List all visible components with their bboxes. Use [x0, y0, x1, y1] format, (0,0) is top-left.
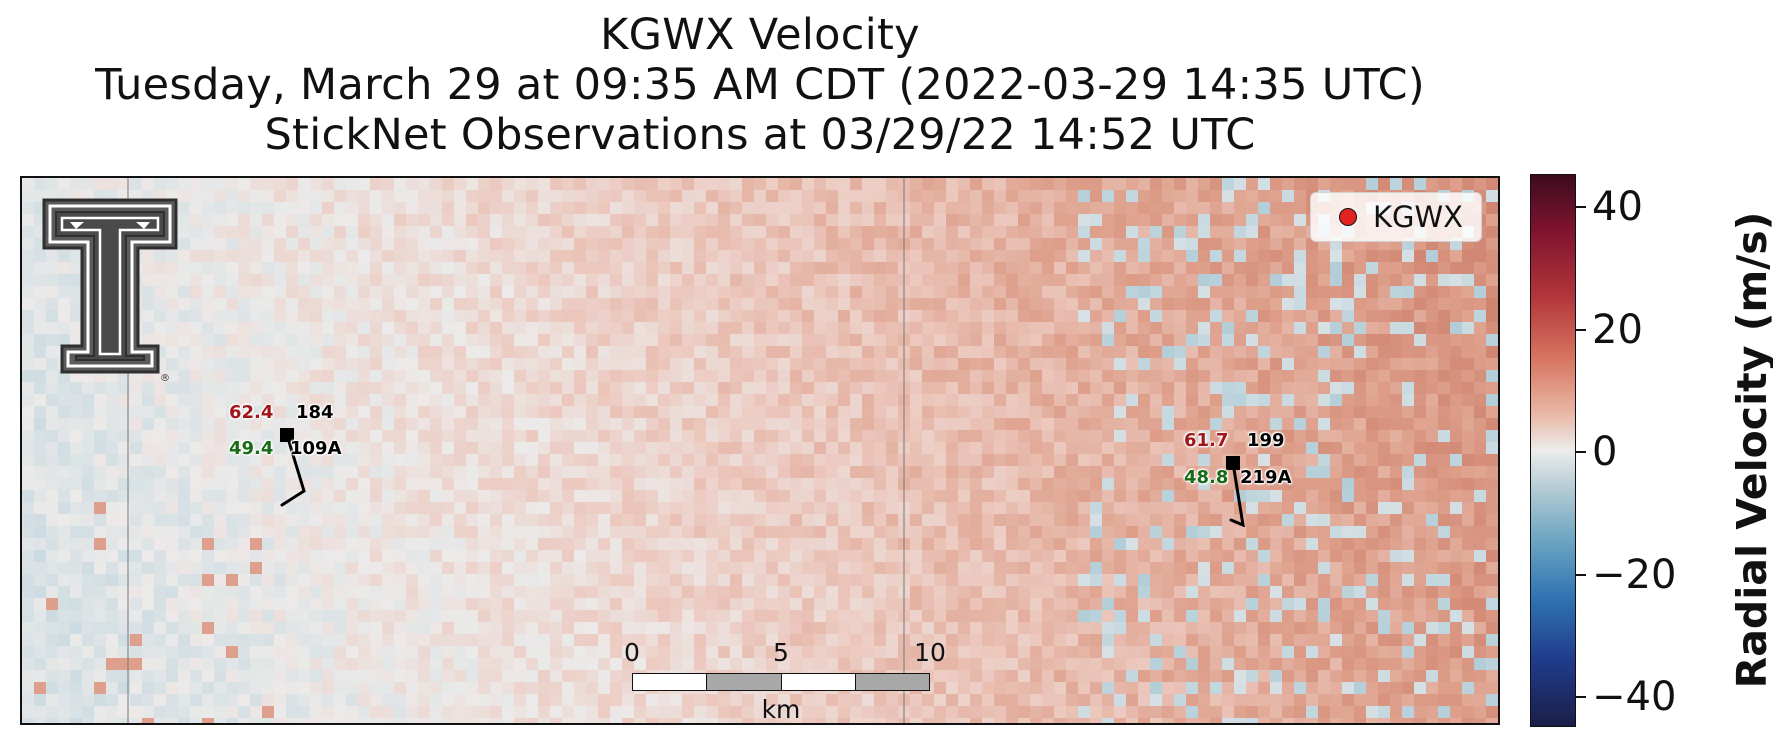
- scale-segment: [707, 674, 782, 690]
- colorbar-title: Radial Velocity (m/s): [1728, 211, 1773, 689]
- title-line-obs-time: StickNet Observations at 03/29/22 14:52 …: [264, 110, 1256, 160]
- colorbar-tick: [1576, 329, 1586, 331]
- legend-label: KGWX: [1373, 200, 1464, 234]
- station-marker-icon: [1226, 456, 1245, 528]
- colorbar-tick: [1576, 206, 1586, 208]
- colorbar-label-0: 0: [1592, 429, 1618, 475]
- wind-barb-icon: [1229, 461, 1245, 528]
- colorbar-tick: [1576, 451, 1586, 453]
- radar-map[interactable]: ® KGWX 62.4 184 49.4 109A 61.7 199 48.8 …: [20, 176, 1500, 725]
- scale-segment: [781, 674, 856, 690]
- station-name: 109A: [290, 438, 342, 459]
- figure-title: KGWX Velocity Tuesday, March 29 at 09:35…: [20, 10, 1500, 160]
- station-dewpoint: 49.4: [229, 438, 274, 459]
- colorbar-tick: [1576, 696, 1586, 698]
- legend: KGWX: [1310, 192, 1482, 242]
- scale-segment: [633, 674, 708, 690]
- scale-segment: [855, 674, 929, 690]
- texas-tech-logo: ®: [42, 198, 178, 384]
- station-dewpoint: 48.8: [1184, 467, 1229, 488]
- station-name: 219A: [1240, 467, 1292, 488]
- colorbar-label-20: 20: [1592, 307, 1643, 353]
- title-line-radar: KGWX Velocity: [600, 10, 920, 60]
- colorbar-label-40: 40: [1592, 184, 1643, 230]
- radar-marker-icon: [1339, 208, 1357, 226]
- station-wind-direction: 184: [296, 402, 334, 423]
- title-line-scan-time: Tuesday, March 29 at 09:35 AM CDT (2022-…: [95, 60, 1425, 110]
- station-temperature: 62.4: [229, 402, 274, 423]
- scale-tick-5: 5: [773, 638, 789, 667]
- scale-tick-0: 0: [624, 638, 640, 667]
- registered-mark: ®: [160, 373, 170, 384]
- colorbar-label-neg20: −20: [1592, 552, 1677, 598]
- scale-bar: 0 5 10 km: [602, 638, 946, 723]
- colorbar-label-neg40: −40: [1592, 674, 1677, 720]
- wind-barb-icon: [280, 433, 306, 507]
- colorbar-tick: [1576, 574, 1586, 576]
- scale-segments: [632, 673, 930, 691]
- station-wind-direction: 199: [1247, 430, 1285, 451]
- station-marker-icon: [280, 428, 306, 507]
- velocity-field: [22, 178, 1498, 723]
- scale-tick-10: 10: [914, 638, 946, 667]
- station-temperature: 61.7: [1184, 430, 1229, 451]
- scale-unit: km: [761, 695, 801, 724]
- velocity-colorbar: [1530, 174, 1576, 727]
